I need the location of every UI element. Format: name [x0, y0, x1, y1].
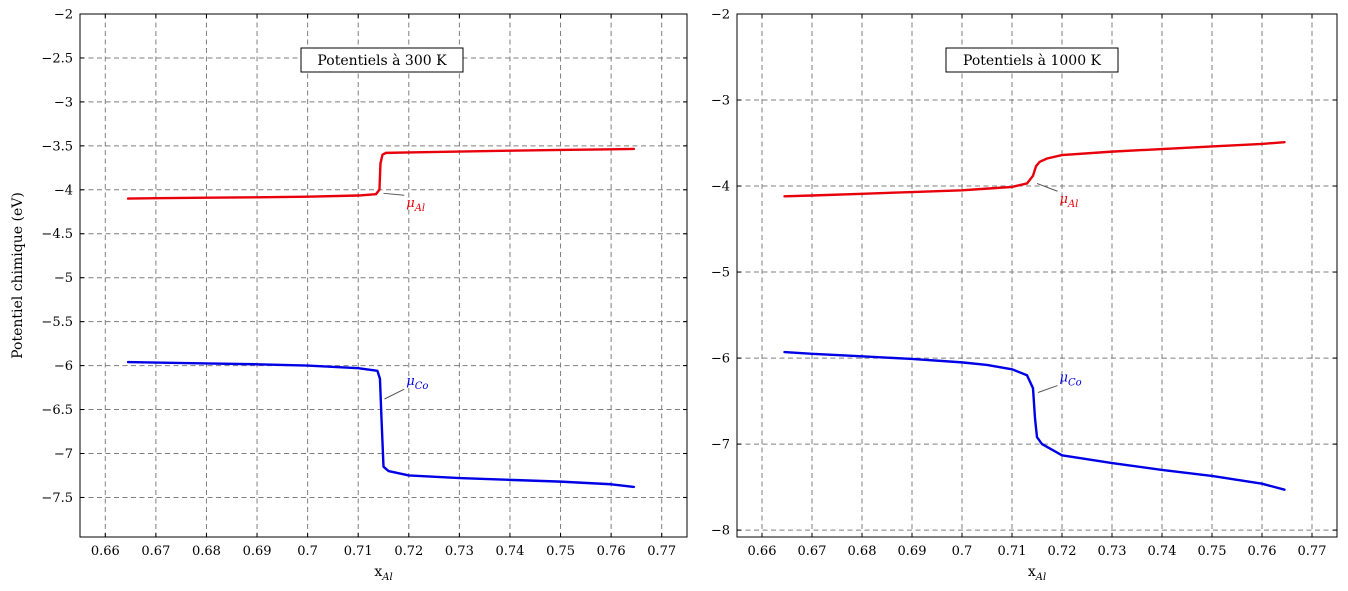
x-tick-label: 0.73: [1098, 544, 1127, 559]
x-axis-label-main: x: [374, 564, 382, 580]
x-tick-label: 0.69: [243, 544, 272, 559]
x-tick-label: 0.76: [597, 544, 626, 559]
y-tick-label: −3: [711, 94, 730, 109]
x-tick-label: 0.72: [1048, 544, 1077, 559]
y-tick-label: −2: [54, 8, 73, 23]
series-leader-line: [383, 192, 405, 196]
y-tick-label: −3: [54, 95, 73, 110]
x-tick-label: 0.71: [344, 544, 373, 559]
x-tick-label: 0.73: [445, 544, 474, 559]
chart-title-box: [300, 47, 464, 73]
plot-frame: [79, 13, 688, 538]
x-tick-label: 0.67: [798, 544, 827, 559]
plot-frame: [736, 13, 1338, 538]
series-label-al-subscript: Al: [1067, 199, 1078, 210]
x-axis-label: xAl: [374, 564, 392, 583]
chart-panel-2: 0.66 0.67 0.68 0.69 0.7 0.71 0.72 0.73 0.74 0.75 0…: [711, 8, 1338, 583]
x-tick-label: 0.68: [192, 544, 221, 559]
y-tick-label: −4: [54, 183, 73, 198]
series-label-co-subscript: Co: [415, 381, 429, 392]
x-tick-label: 0.74: [1148, 544, 1177, 559]
series-line-co: [126, 360, 636, 489]
x-tick-label: 0.74: [495, 544, 524, 559]
chart-title: Potentiels à 300 K: [317, 52, 447, 69]
series-leader-line: [384, 388, 405, 400]
x-axis-label-main: x: [1028, 564, 1036, 580]
x-tick-label: 0.77: [1298, 544, 1327, 559]
series-label-co: μCo: [406, 374, 428, 392]
series-line-al: [783, 140, 1286, 198]
y-axis-label: Potentiel chimique (eV): [10, 192, 26, 359]
x-tick-label: 0.75: [1198, 544, 1227, 559]
y-tick-label: −5.5: [41, 315, 73, 330]
x-tick-label: 0.68: [848, 544, 877, 559]
y-tick-label: −5: [54, 271, 73, 286]
series-label-al: μAl: [1060, 192, 1079, 210]
y-tick-label: −6: [54, 359, 73, 374]
x-axis-label: xAl: [1028, 564, 1046, 583]
series-label-co-main: μ: [406, 374, 414, 389]
x-tick-label: 0.76: [1248, 544, 1277, 559]
y-tick-label: −2.5: [41, 51, 73, 66]
y-tick-label: −6: [711, 352, 730, 367]
y-tick-label: −4.5: [41, 227, 73, 242]
x-tick-label: 0.67: [141, 544, 170, 559]
series-line-al: [126, 147, 636, 200]
x-tick-label: 0.69: [898, 544, 927, 559]
x-axis-label-subscript: Al: [381, 572, 392, 583]
y-tick-label: −7.5: [41, 491, 73, 506]
y-tick-label: −3.5: [41, 139, 73, 154]
x-tick-label: 0.72: [394, 544, 423, 559]
y-tick-label: −6.5: [41, 403, 73, 418]
x-tick-label: 0.66: [748, 544, 777, 559]
chart-title-box: [945, 47, 1119, 73]
y-tick-label: −4: [711, 180, 730, 195]
series-label-co-main: μ: [1060, 371, 1068, 386]
series-label-al-main: μ: [1060, 192, 1068, 207]
y-tick-label: −5: [711, 266, 730, 281]
chart-panel-1: 0.66 0.67 0.68 0.69 0.7 0.71 0.72 0.73 0.74 0.75 0…: [10, 8, 688, 583]
series-label-al-subscript: Al: [414, 203, 425, 214]
series-label-al-main: μ: [406, 196, 414, 211]
y-tick-label: −7: [54, 447, 73, 462]
series-leader-line: [1036, 182, 1058, 192]
y-tick-label: −8: [711, 524, 730, 539]
x-tick-label: 0.7: [297, 544, 318, 559]
series-label-co-subscript: Co: [1068, 378, 1082, 389]
x-tick-label: 0.7: [952, 544, 973, 559]
series-label-co: μCo: [1060, 371, 1082, 389]
chart-title: Potentiels à 1000 K: [963, 52, 1102, 69]
x-tick-label: 0.71: [998, 544, 1027, 559]
x-axis-label-subscript: Al: [1035, 572, 1046, 583]
y-tick-label: −7: [711, 438, 730, 453]
series-leader-line: [1037, 385, 1058, 393]
x-tick-label: 0.75: [546, 544, 575, 559]
y-tick-label: −2: [711, 8, 730, 23]
x-tick-label: 0.66: [91, 544, 120, 559]
series-label-al: μAl: [406, 196, 425, 214]
x-tick-label: 0.77: [647, 544, 676, 559]
series-line-co: [783, 350, 1286, 491]
